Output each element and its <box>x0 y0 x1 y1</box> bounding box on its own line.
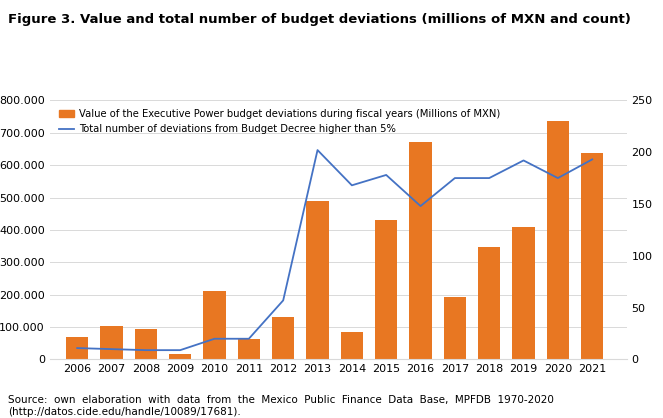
Bar <box>204 291 225 359</box>
Bar <box>444 297 466 359</box>
Bar <box>306 201 329 359</box>
Legend: Value of the Executive Power budget deviations during fiscal years (Millions of : Value of the Executive Power budget devi… <box>55 105 504 138</box>
Bar <box>169 354 192 359</box>
Bar <box>409 142 432 359</box>
Bar <box>238 339 260 359</box>
Bar <box>581 153 603 359</box>
Bar <box>135 329 157 359</box>
Text: Source:  own  elaboration  with  data  from  the  Mexico  Public  Finance  Data : Source: own elaboration with data from t… <box>8 395 554 405</box>
Bar <box>478 247 501 359</box>
Bar <box>512 227 534 359</box>
Bar <box>341 332 363 359</box>
Bar <box>100 326 123 359</box>
Bar <box>272 317 294 359</box>
Bar <box>375 220 397 359</box>
Bar <box>547 121 569 359</box>
Bar <box>66 337 88 359</box>
Text: (http://datos.cide.edu/handle/10089/17681).: (http://datos.cide.edu/handle/10089/1768… <box>8 407 241 417</box>
Text: Figure 3. Value and total number of budget deviations (millions of MXN and count: Figure 3. Value and total number of budg… <box>8 13 631 25</box>
